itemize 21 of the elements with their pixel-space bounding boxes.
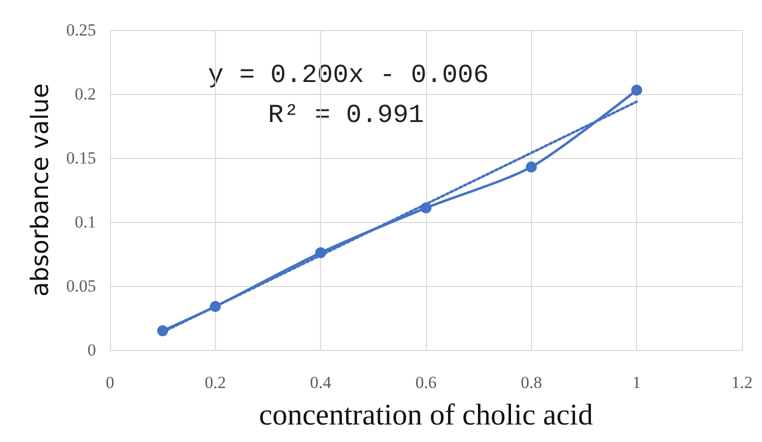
point: [526, 161, 537, 172]
x-tick-label: 1.2: [731, 373, 753, 392]
y-tick-label: 0: [88, 340, 96, 360]
point: [631, 84, 642, 96]
y-tick-label: 0.05: [66, 276, 96, 296]
x-tick-label: 0.8: [520, 373, 542, 392]
point: [315, 247, 326, 258]
y-axis-title: absorbance value: [26, 83, 54, 297]
y-tick-label: 0.15: [66, 148, 96, 168]
y-tick-label: 0.2: [74, 84, 96, 104]
x-tick-label: 1: [632, 373, 641, 392]
x-tick-label: 0.4: [310, 373, 332, 392]
y-tick-label: 0.25: [66, 20, 96, 40]
point: [210, 300, 221, 312]
x-tick-label: 0.2: [204, 373, 226, 392]
x-tick-label: 0.6: [415, 373, 437, 392]
x-axis-title: concentration of cholic acid: [258, 398, 594, 432]
x-tick-label: 0: [106, 373, 114, 392]
point: [420, 202, 432, 214]
point: [157, 325, 168, 336]
y-tick-label: 0.1: [74, 212, 96, 232]
